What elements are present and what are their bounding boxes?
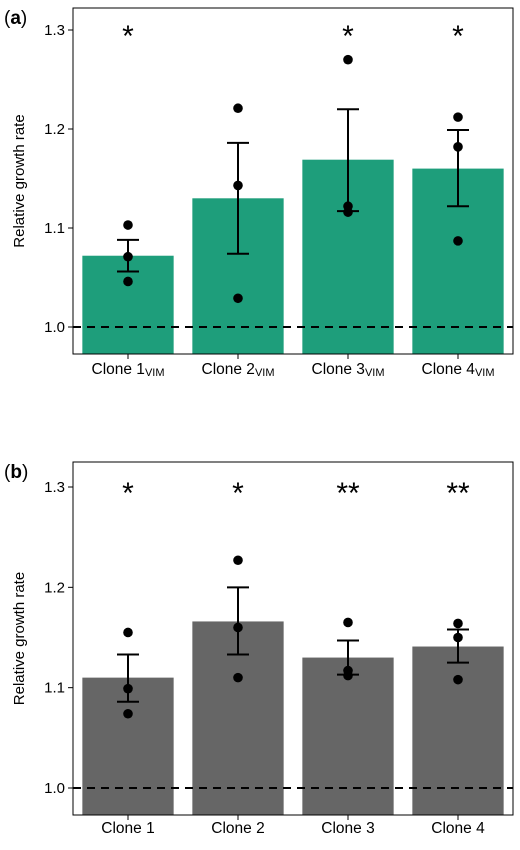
panel-b-data-point [233,555,243,566]
panel-a-data-point [453,112,463,122]
panel-b-significance-marker: ** [336,477,360,510]
panel-b-data-point [453,618,463,629]
panel-a-y-tick-label: 1.2 [44,121,65,138]
panel-a-y-axis-label: Relative growth rate [11,114,28,247]
panel-b-significance-marker: ** [446,477,470,510]
panel-b-data-point [233,622,243,633]
panel-a-significance-marker: * [342,20,354,53]
panel-b-x-tick-label: Clone 2 [211,820,264,837]
panel-a-x-tick-label: Clone 2VIM [202,361,275,379]
panel-a-data-point [453,142,463,152]
panel-a-data-point [453,236,463,246]
panel-b-data-point [343,617,353,628]
panel-a-plot-frame [72,7,514,355]
panel-b-significance-marker: * [122,477,134,510]
panel-b-y-tick-label: 1.0 [44,780,65,797]
panel-b-bar [412,646,504,815]
panel-a-data-point [233,180,243,191]
panel-b-plot-frame [72,461,514,816]
panel-b-panel-label: (b) [4,462,28,483]
panel-a-data-point [233,293,243,304]
panel-b-data-point [343,670,353,681]
panel-a-data-point [343,207,353,217]
panel-a-panel-label: (a) [4,8,27,29]
panel-a-y-tick-label: 1.1 [44,220,65,237]
panel-b-bar [302,657,394,815]
panel-b-y-tick-label: 1.2 [44,579,65,596]
panel-b-error-bar [117,653,139,703]
panel-a-data-point [123,220,133,230]
panel-b-y-axis-label: Relative growth rate [11,572,28,705]
panel-b-data-point [233,672,243,683]
panel-a-y-tick-label: 1.0 [44,319,65,336]
panel-b-x-tick-label: Clone 4 [431,820,485,837]
panel-a-growth-rate-vim-clones: (a) Relative growth rate * * * 1.0 1.1 1.2 1.3 Cl… [4,7,514,379]
panel-b-data-point [123,683,133,694]
panel-a-x-tick-label: Clone 3VIM [312,361,385,379]
panel-a-data-point [123,251,133,262]
panel-b-x-tick-label: Clone 1 [101,820,154,837]
panel-b-data-point [123,627,133,638]
panel-b-y-tick-label: 1.1 [44,680,65,697]
panel-b-x-tick-label: Clone 3 [321,820,374,837]
panel-a-data-point [233,103,243,114]
panel-a-data-point [123,276,133,287]
panel-b-data-point [453,632,463,643]
panel-b-data-point [453,674,463,685]
panel-b-significance-marker: * [232,477,244,510]
panel-b-y-tick-label: 1.3 [44,479,65,496]
panel-a-significance-marker: * [122,20,134,53]
panel-a-error-bar [227,141,249,255]
panel-b-growth-rate-clones: (b)Relative growth rate* * ** **1.01.11.21.… [4,461,514,837]
panel-a-y-tick-label: 1.3 [44,22,65,39]
panel-a-data-point [343,54,353,65]
panel-a-significance-marker: * [452,20,464,53]
panel-a-x-tick-label: Clone 4VIM [422,361,495,379]
panel-a-x-tick-label: Clone 1VIM [92,361,165,379]
panel-b-error-bar [227,586,249,656]
panel-b-data-point [123,708,133,719]
